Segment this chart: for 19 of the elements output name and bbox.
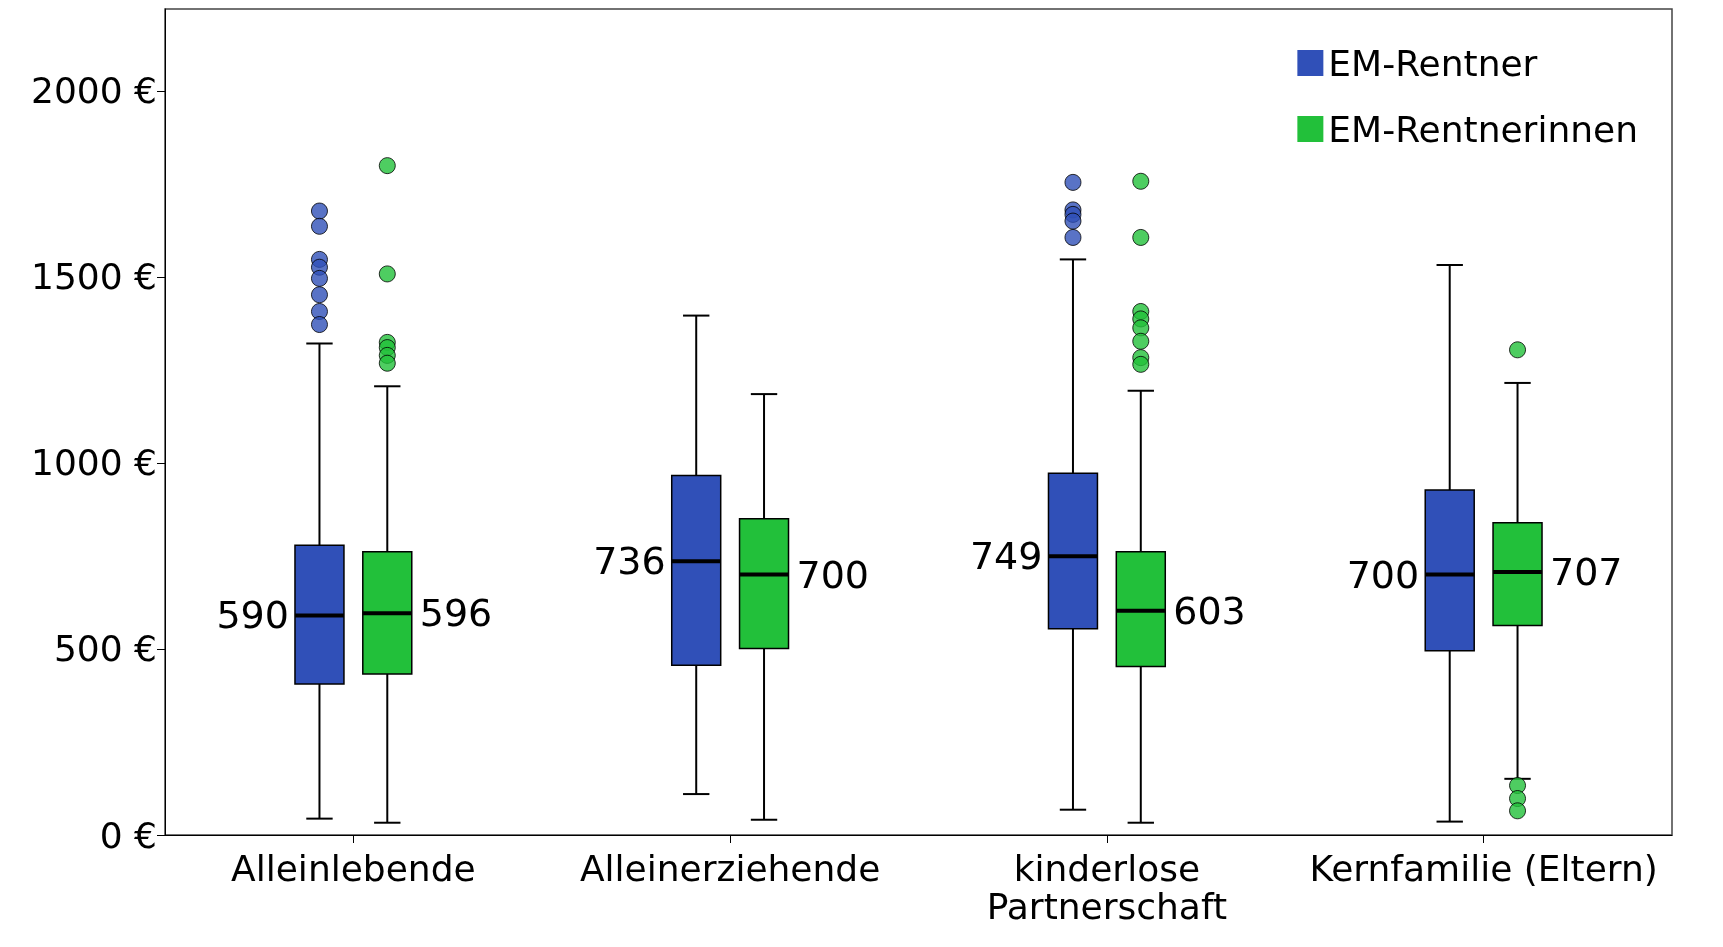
y-tick-label: 500 € <box>53 628 157 670</box>
x-tick-label: Alleinlebende <box>231 847 476 889</box>
x-tick-label: kinderlose Partnerschaft <box>986 847 1228 927</box>
legend-label: EM-Rentnerinnen <box>1328 108 1638 150</box>
x-tick-label: Kernfamilie (Eltern) <box>1309 847 1658 889</box>
text: 749 <box>969 534 1043 579</box>
text: 590 <box>216 593 289 638</box>
text: 736 <box>593 539 666 584</box>
text: 700 <box>1346 552 1420 597</box>
y-tick-label: 2000 € <box>31 70 157 112</box>
text: 603 <box>1173 588 1246 633</box>
y-tick-label: 1500 € <box>31 256 157 298</box>
text: 707 <box>1550 549 1623 594</box>
y-tick-label: 0 € <box>99 814 157 856</box>
legend-label: EM-Rentner <box>1328 42 1538 84</box>
y-tick-label: 1000 € <box>31 442 157 484</box>
text: 596 <box>419 591 493 636</box>
x-tick-label: Alleinerziehende <box>579 847 881 889</box>
text: 700 <box>796 552 870 597</box>
